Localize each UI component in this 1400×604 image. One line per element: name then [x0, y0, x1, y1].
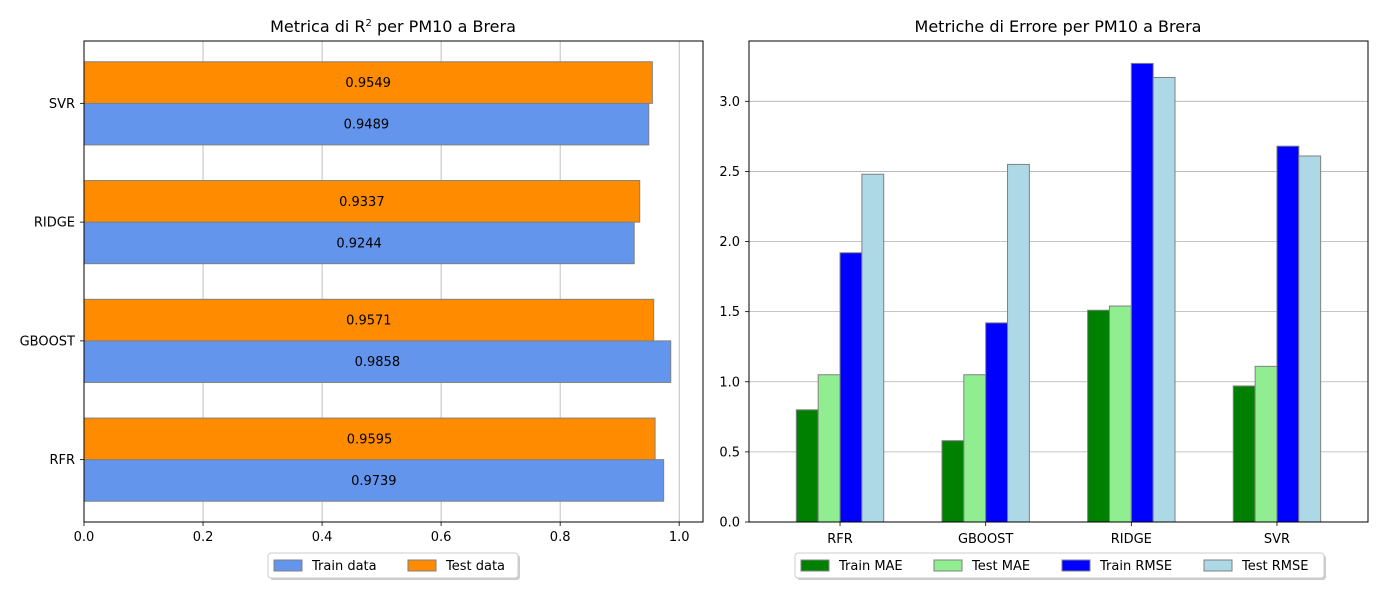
error-y-tick-label: 0.5 — [719, 445, 740, 460]
r2-x-tick-label: 0.6 — [431, 530, 452, 545]
error-y-tick-label: 1.5 — [719, 305, 740, 320]
error-bar-train-mae — [795, 409, 819, 523]
error-y-tick-label: 1.0 — [719, 375, 740, 390]
error-bar-test-rmse — [1152, 76, 1176, 523]
r2-bar-train-data — [83, 459, 665, 502]
r2-bar-value-label: 0.9244 — [336, 236, 382, 251]
error-bar-test-mae — [817, 374, 841, 523]
r2-x-ticks: 0.0 0.2 0.4 0.6 0.8 1.0 — [74, 522, 690, 545]
error-legend-label: Train RMSE — [1099, 559, 1172, 574]
error-x-ticks: RFR GBOOST RIDGE SVR — [827, 522, 1290, 547]
error-legend-swatch — [933, 559, 963, 572]
error-bar-train-rmse — [985, 322, 1009, 523]
error-legend-label: Test MAE — [971, 559, 1030, 574]
error-bar-train-rmse — [1276, 145, 1300, 523]
error-bar-test-rmse — [861, 173, 885, 523]
error-legend-swatch — [1203, 559, 1233, 572]
r2-bar-test-data — [83, 61, 653, 104]
r2-bar-value-label: 0.9595 — [347, 432, 393, 447]
error-bar-train-rmse — [1130, 62, 1154, 523]
r2-bar-test-data — [83, 417, 656, 461]
error-plot-frame — [748, 40, 1369, 523]
r2-x-tick-label: 0.2 — [193, 530, 214, 545]
error-y-tick-label: 0.0 — [719, 516, 740, 531]
r2-bar-value-label: 0.9571 — [346, 314, 392, 329]
error-legend-box — [794, 552, 1325, 579]
r2-bar-value-label: 0.9739 — [351, 474, 397, 489]
error-bar-test-rmse — [1298, 155, 1322, 523]
r2-bar-labels: 0.9739 0.9858 0.9244 0.9489 0.9595 0.9571 0.93… — [336, 76, 400, 489]
error-x-tick-label: RFR — [827, 532, 853, 547]
r2-legend: Train data Test data — [267, 552, 520, 580]
r2-chart-title: Metrica di R2 per PM10 a Brera — [270, 17, 516, 36]
r2-legend-label: Test data — [445, 559, 505, 574]
error-y-ticks: 0.0 0.5 1.0 1.5 2.0 2.5 3.0 — [719, 95, 749, 531]
r2-x-tick-label: 0.4 — [312, 530, 333, 545]
r2-y-ticks: RFR GBOOST RIDGE SVR — [20, 97, 84, 468]
r2-legend-swatch — [273, 559, 303, 572]
r2-bar-value-label: 0.9858 — [355, 355, 401, 370]
error-bars — [795, 62, 1322, 523]
r2-bars — [83, 61, 672, 502]
r2-y-tick-label: RIDGE — [34, 216, 75, 231]
r2-legend-swatch — [407, 559, 437, 572]
error-bar-test-mae — [1108, 305, 1132, 523]
error-x-tick-label: SVR — [1264, 532, 1290, 547]
error-bar-test-rmse — [1007, 163, 1030, 523]
r2-bar-value-label: 0.9489 — [344, 118, 390, 133]
r2-bar-value-label: 0.9549 — [345, 76, 391, 91]
r2-bar-test-data — [83, 180, 641, 223]
r2-y-tick-label: RFR — [49, 453, 75, 468]
error-legend-swatch — [1061, 559, 1091, 572]
error-x-tick-label: GBOOST — [958, 532, 1013, 547]
error-legend-label: Train MAE — [838, 559, 903, 574]
r2-bar-value-label: 0.9337 — [339, 195, 385, 210]
error-legend-label: Test RMSE — [1241, 559, 1308, 574]
r2-legend-box — [267, 552, 519, 579]
error-bar-train-mae — [1087, 309, 1110, 523]
error-bar-train-rmse — [839, 252, 863, 523]
r2-legend-label: Train data — [311, 559, 377, 574]
r2-x-tick-label: 1.0 — [669, 530, 690, 545]
r2-y-tick-label: GBOOST — [20, 334, 75, 349]
r2-x-tick-label: 0.0 — [74, 530, 95, 545]
error-legend-swatch — [800, 559, 830, 572]
r2-chart: Metrica di R2 per PM10 a Brera 0.97390.9… — [20, 17, 704, 580]
error-y-tick-label: 3.0 — [719, 95, 740, 110]
r2-bar-train-data — [83, 221, 635, 265]
r2-bar-test-data — [83, 298, 655, 342]
error-y-tick-label: 2.5 — [719, 165, 740, 180]
r2-x-tick-label: 0.8 — [550, 530, 571, 545]
r2-plot-frame — [83, 40, 704, 523]
error-chart-title: Metriche di Errore per PM10 a Brera — [915, 17, 1202, 36]
error-legend: Train MAE Test MAE Train RMSE Test RMSE — [794, 552, 1326, 580]
error-chart: Metriche di Errore per PM10 a Brera RFR G… — [719, 17, 1369, 580]
error-bar-test-mae — [963, 374, 987, 523]
error-x-tick-label: RIDGE — [1111, 532, 1152, 547]
error-bar-train-mae — [1232, 385, 1256, 523]
r2-y-tick-label: SVR — [49, 97, 75, 112]
error-bar-train-mae — [941, 440, 965, 523]
error-y-tick-label: 2.0 — [719, 235, 740, 250]
error-bar-test-mae — [1254, 365, 1278, 523]
